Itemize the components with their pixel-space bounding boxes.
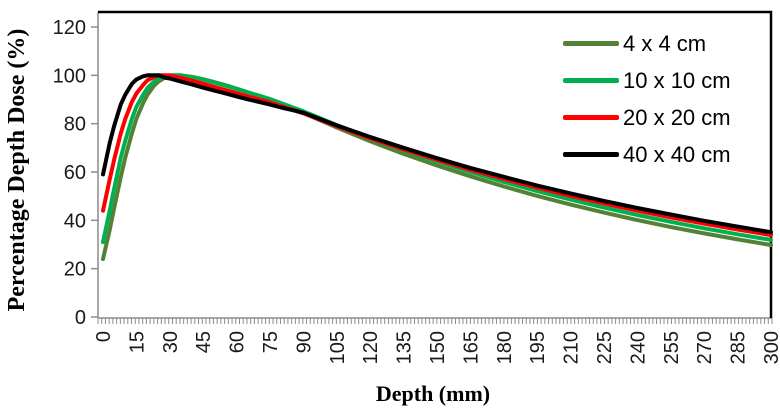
y-tick-label: 20	[64, 259, 86, 281]
series-line-10-x-10-cm	[101, 73, 773, 245]
legend-line-swatch	[563, 152, 619, 157]
x-tick-label: 135	[394, 331, 416, 364]
x-tick-label: 30	[160, 331, 182, 353]
legend-label: 4 x 4 cm	[623, 30, 707, 56]
x-tick-label: 240	[627, 331, 649, 364]
series-line-40-x-40-cm	[101, 73, 773, 235]
y-tick-label: 80	[64, 114, 86, 136]
y-tick-label: 120	[53, 17, 86, 39]
x-tick-label: 60	[227, 331, 249, 353]
x-tick-label: 15	[126, 331, 148, 353]
y-tick-label: 60	[64, 162, 86, 184]
legend-item-20-x-20-cm: 20 x 20 cm	[563, 99, 731, 136]
x-tick-label: 225	[594, 331, 616, 364]
x-tick-label: 180	[494, 331, 516, 364]
series-line-20-x-20-cm	[101, 73, 773, 238]
legend-line-swatch	[563, 41, 619, 46]
x-tick-label: 120	[360, 331, 382, 364]
x-axis-title: Depth (mm)	[375, 381, 491, 406]
y-tick-label: 100	[53, 65, 86, 87]
x-tick-label: 285	[728, 331, 750, 364]
legend-label: 40 x 40 cm	[623, 141, 731, 167]
x-tick-label: 300	[761, 331, 780, 364]
legend-line-swatch	[563, 78, 619, 83]
x-tick-label: 165	[460, 331, 482, 364]
legend-item-10-x-10-cm: 10 x 10 cm	[563, 62, 731, 99]
legend-item-40-x-40-cm: 40 x 40 cm	[563, 136, 731, 173]
x-tick-label: 0	[93, 331, 115, 342]
x-tick-label: 210	[561, 331, 583, 364]
legend: 4 x 4 cm 10 x 10 cm 20 x 20 cm 40 x 40 cm	[563, 25, 731, 173]
x-tick-label: 90	[293, 331, 315, 353]
x-tick-label: 150	[427, 331, 449, 364]
y-tick-label: 0	[75, 307, 86, 329]
plot-border	[98, 10, 773, 318]
x-tick-label: 195	[527, 331, 549, 364]
legend-label: 10 x 10 cm	[623, 67, 731, 93]
legend-item-4-x-4-cm: 4 x 4 cm	[563, 25, 731, 62]
x-tick-label: 105	[327, 331, 349, 364]
legend-label: 20 x 20 cm	[623, 104, 731, 130]
y-tick-label: 40	[64, 210, 86, 232]
x-tick-label: 45	[193, 331, 215, 353]
x-tick-label: 255	[661, 331, 683, 364]
x-tick-label: 75	[260, 331, 282, 353]
legend-line-swatch	[563, 115, 619, 120]
x-tick-label: 270	[694, 331, 716, 364]
